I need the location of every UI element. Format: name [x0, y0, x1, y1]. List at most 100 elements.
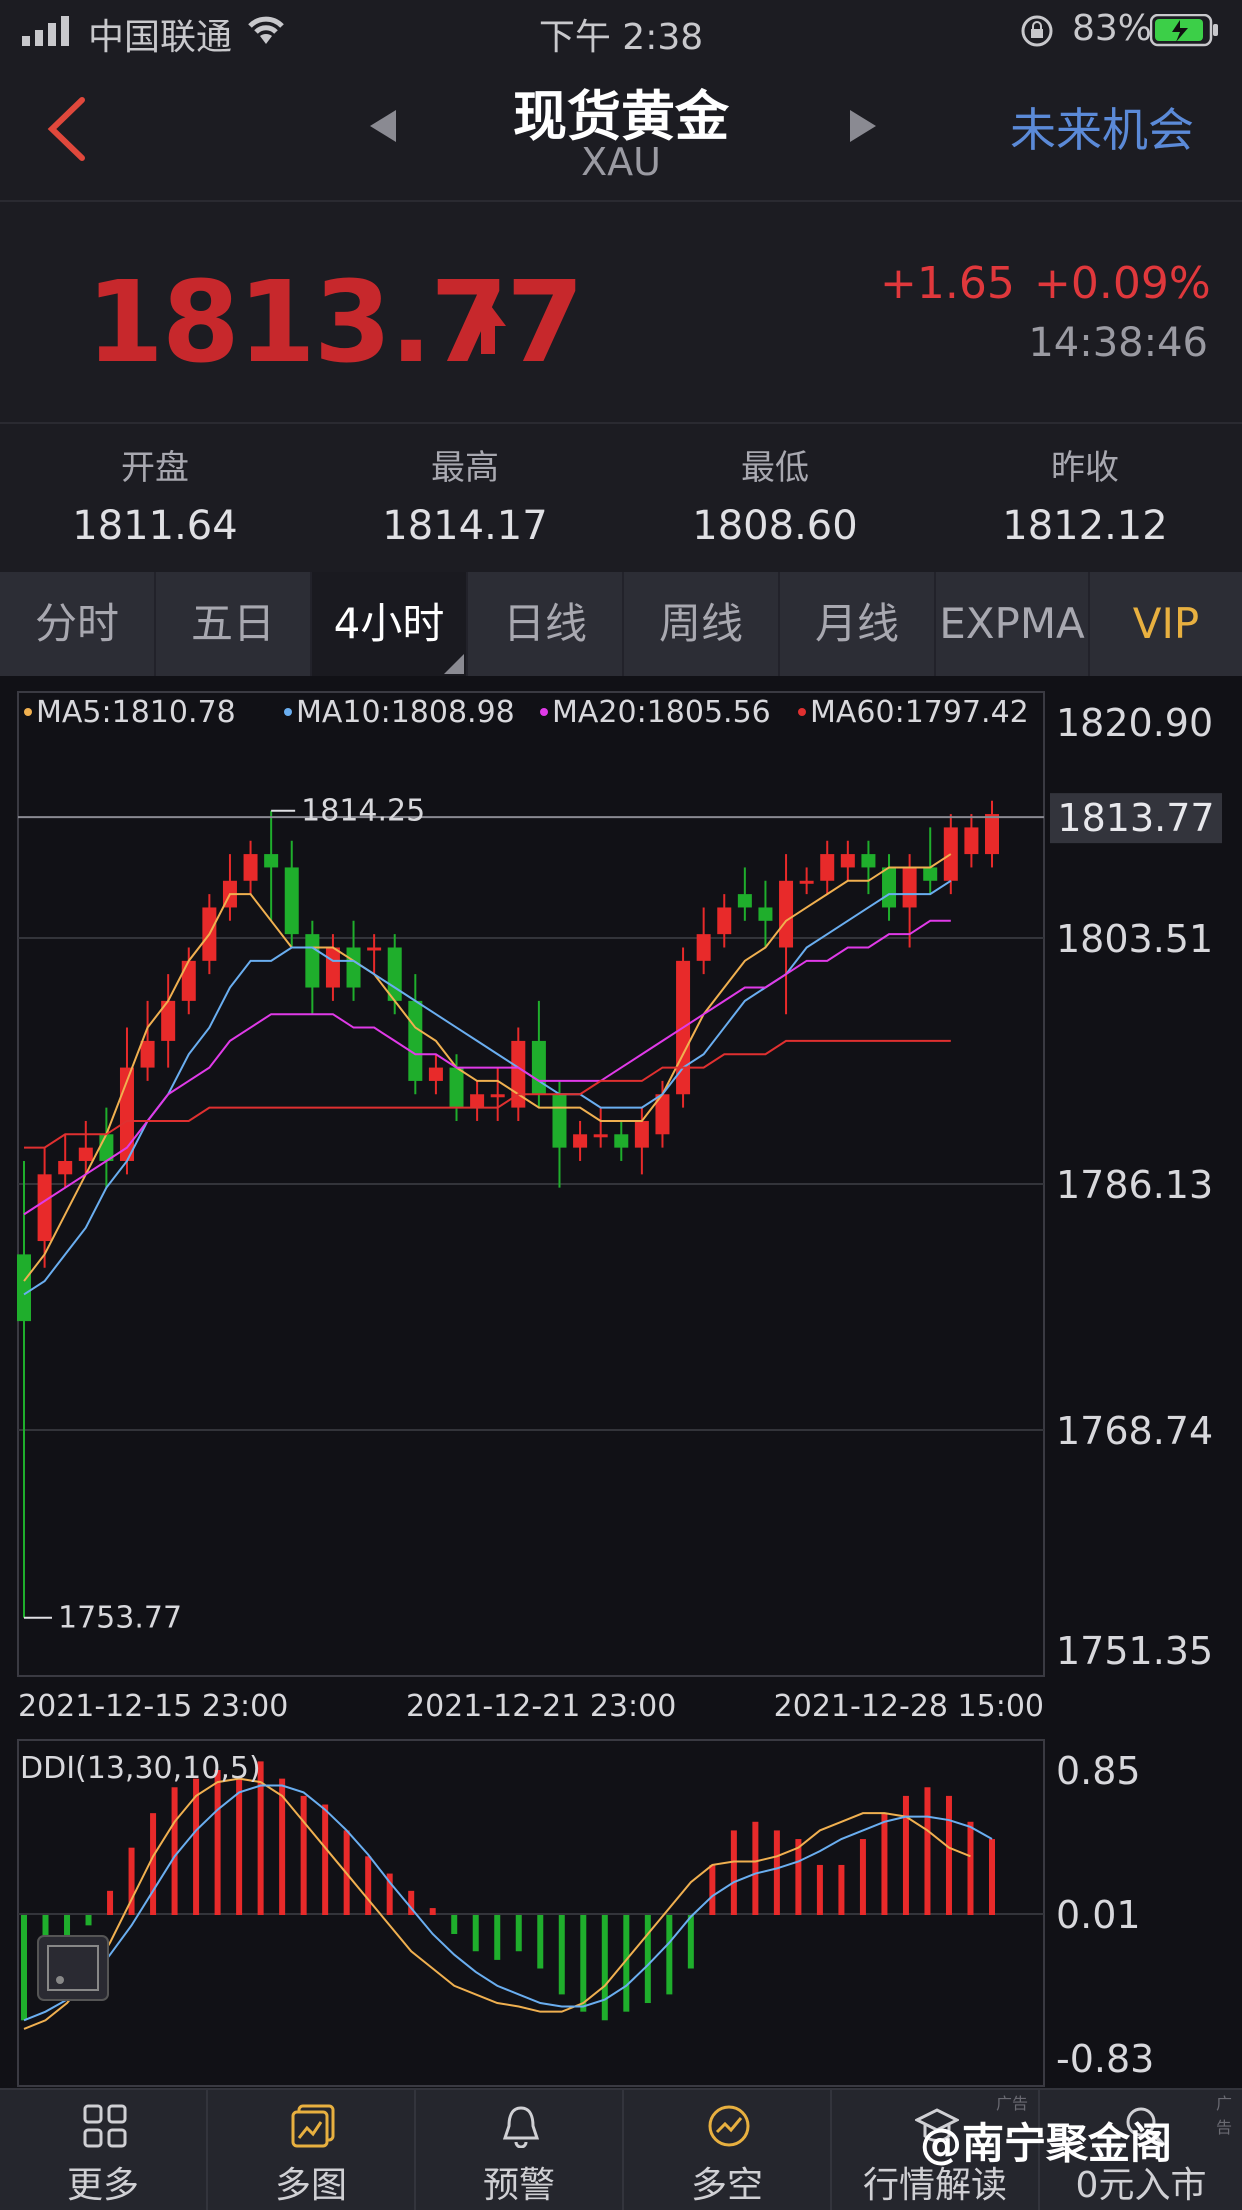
- ddi-bar: [558, 1915, 565, 1995]
- ddi-line1: [23, 1777, 971, 2030]
- tab-monthly[interactable]: 月线: [780, 572, 936, 676]
- candle-body: [573, 1134, 588, 1148]
- candle-body: [367, 947, 382, 951]
- candle-body: [593, 1134, 608, 1138]
- carrier-name: 中国联通: [88, 17, 233, 58]
- ddi-bar: [150, 1813, 157, 1915]
- market-analysis-button[interactable]: 行情解读: [832, 2090, 1040, 2210]
- long-short-button[interactable]: 多空: [624, 2090, 832, 2210]
- grid-icon: [83, 2104, 127, 2148]
- indicator-toggle-icon[interactable]: [37, 1935, 109, 2001]
- candle-body: [58, 1160, 73, 1175]
- ddi-bar: [429, 1908, 436, 1915]
- zero-entry-label: 0元入市: [1075, 2165, 1207, 2206]
- kline-chart[interactable]: 1813.77 1814.25 1753.77 MA5:1810.78 MA10…: [0, 676, 1242, 2088]
- low-marker-label: 1753.77: [58, 1601, 182, 1636]
- candle-body: [37, 1174, 52, 1242]
- candle-body: [284, 867, 299, 935]
- ma-lines-group: [23, 853, 952, 1296]
- ddi-bar: [730, 1830, 737, 1915]
- candle-body: [181, 960, 196, 1001]
- ddi-bar: [924, 1787, 931, 1915]
- zero-entry-button[interactable]: 0元入市: [1040, 2090, 1242, 2210]
- battery-icon: [1150, 14, 1218, 47]
- ddi-bar: [21, 1915, 27, 2021]
- nav-bar: 现货黄金 XAU 未来机会: [0, 60, 1242, 202]
- low-cell: 最低 1808.60: [620, 440, 930, 549]
- ddi-bar: [623, 1915, 630, 2012]
- ddi-y-tick: 0.85: [1056, 1749, 1141, 1793]
- legend-ma5: MA5:1810.78: [36, 695, 236, 730]
- ddi-bar: [408, 1890, 415, 1915]
- legend-ma10: MA10:1808.98: [296, 695, 515, 730]
- future-opportunity-link[interactable]: 未来机会: [1010, 103, 1194, 157]
- ddi-bar: [666, 1915, 673, 1995]
- tab-four-hour[interactable]: 4小时: [312, 572, 468, 676]
- candle-body: [531, 1040, 546, 1095]
- ddi-bar: [601, 1915, 608, 2021]
- ddi-label: DDI(13,30,10,5): [20, 1751, 261, 1786]
- candle-body: [449, 1067, 464, 1108]
- ddi-bar: [85, 1915, 92, 1926]
- ddi-line2: [23, 1784, 993, 2022]
- ad-label: 广告: [996, 2094, 1029, 2113]
- tab-intraday[interactable]: 分时: [0, 572, 156, 676]
- low-label: 最低: [741, 448, 809, 488]
- bell-icon: [502, 2106, 540, 2148]
- ddi-bar: [644, 1915, 651, 2004]
- candle-body: [717, 907, 732, 935]
- ddi-bar: [515, 1915, 522, 1952]
- y-tick-label: 1820.90: [1056, 701, 1213, 745]
- ddi-bar: [881, 1813, 888, 1915]
- candle-body: [840, 854, 855, 868]
- graduation-cap-icon: [915, 2108, 959, 2142]
- alert-button[interactable]: 预警: [416, 2090, 624, 2210]
- candle-body: [428, 1067, 443, 1081]
- tab-daily[interactable]: 日线: [468, 572, 624, 676]
- candle-body: [490, 1094, 505, 1098]
- ddi-bar: [128, 1847, 135, 1915]
- instrument-code: XAU: [581, 140, 661, 184]
- ddi-group: [21, 1761, 995, 2030]
- candle-body: [779, 880, 794, 948]
- ddi-bar: [386, 1873, 393, 1915]
- current-price-tag: [1050, 793, 1222, 844]
- back-icon[interactable]: [44, 94, 88, 164]
- ddi-bar: [365, 1856, 372, 1915]
- ddi-bar: [902, 1795, 909, 1915]
- wifi-icon: [248, 16, 284, 44]
- ma10-line: [23, 879, 952, 1296]
- multi-chart-label: 多图: [274, 2165, 347, 2206]
- ad-label: 广告: [1216, 2094, 1233, 2137]
- candle-body: [820, 854, 835, 881]
- tab-weekly[interactable]: 周线: [624, 572, 780, 676]
- ddi-bar: [451, 1915, 458, 1934]
- tab-vip[interactable]: VIP: [1132, 599, 1200, 648]
- ddi-bar: [795, 1839, 802, 1915]
- prev-arrow-icon[interactable]: [366, 106, 400, 146]
- long-short-label: 多空: [690, 2165, 763, 2206]
- rotation-lock-icon: [1021, 15, 1053, 47]
- market-analysis-label: 行情解读: [862, 2165, 1007, 2206]
- open-value: 1811.64: [72, 503, 238, 549]
- candle-body: [552, 1094, 567, 1148]
- prev-close-value: 1812.12: [1002, 503, 1168, 549]
- next-arrow-icon[interactable]: [846, 106, 880, 146]
- ddi-y-tick: 0.01: [1056, 1893, 1141, 1937]
- tab-five-day[interactable]: 五日: [156, 572, 312, 676]
- ddi-bar: [494, 1915, 501, 1960]
- ddi-bar: [236, 1778, 243, 1915]
- open-label: 开盘: [121, 448, 189, 488]
- ddi-bar: [838, 1864, 845, 1915]
- candle-body: [264, 854, 279, 868]
- multi-chart-button[interactable]: 多图: [208, 2090, 416, 2210]
- alert-label: 预警: [482, 2165, 555, 2206]
- ddi-bar: [279, 1778, 286, 1915]
- more-button[interactable]: 更多: [0, 2090, 208, 2210]
- ddi-bar: [752, 1821, 759, 1915]
- ma5-legend-dot: [24, 708, 32, 716]
- tab-expma[interactable]: EXPMA: [936, 572, 1090, 676]
- candle-body: [964, 827, 979, 855]
- signal-icon: [22, 16, 69, 46]
- ddi-bar: [989, 1839, 995, 1915]
